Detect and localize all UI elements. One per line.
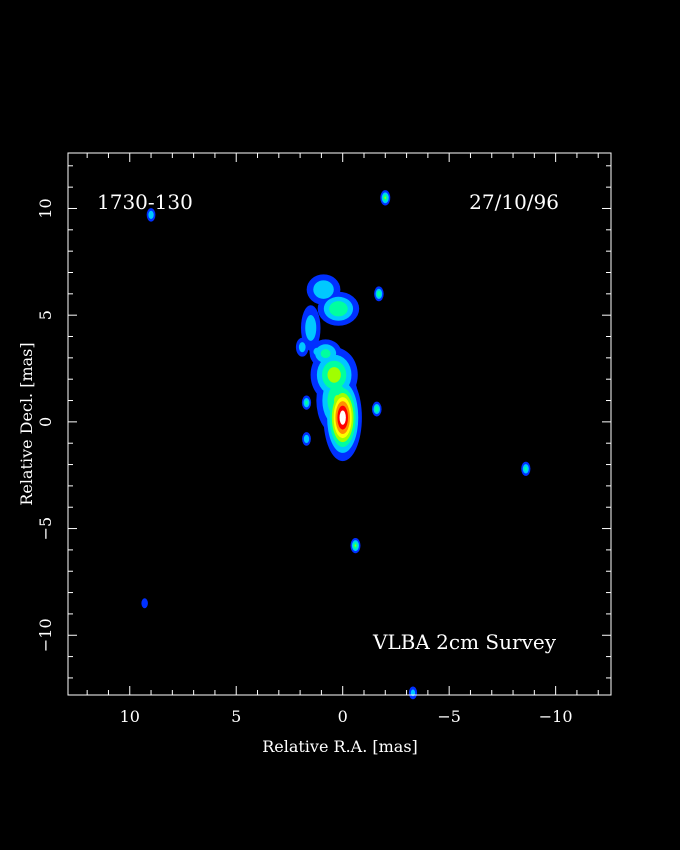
x-tick-label: 5 <box>231 707 241 726</box>
jet-component-6-band-1 <box>305 315 317 341</box>
noise-spot-1-band-3 <box>384 196 387 200</box>
source-name: 1730-130 <box>97 190 193 214</box>
plot-frame <box>67 152 612 696</box>
jet-component-2-band-2 <box>320 349 331 358</box>
y-tick-label: −5 <box>36 517 55 541</box>
jet-component-5-band-1 <box>313 280 334 299</box>
jet-component-8-band-1 <box>313 347 321 356</box>
x-tick-label: −5 <box>437 707 461 726</box>
jet-component-1-band-3 <box>327 367 341 383</box>
brightness-map <box>141 190 531 700</box>
x-tick-label: 10 <box>120 707 140 726</box>
jet-component-0-band-7 <box>339 410 346 425</box>
noise-spot-9-band-0 <box>141 598 148 609</box>
y-axis-label: Relative Decl. [mas] <box>17 342 36 505</box>
noise-spot-4-band-2 <box>305 400 308 405</box>
y-tick-label: 5 <box>36 310 55 320</box>
survey-label: VLBA 2cm Survey <box>372 630 557 654</box>
observation-date: 27/10/96 <box>469 190 559 214</box>
noise-spot-5-band-1 <box>303 434 310 444</box>
noise-spot-6-band-2 <box>524 466 528 472</box>
noise-spot-2-band-2 <box>376 290 381 297</box>
x-tick-label: −10 <box>539 707 573 726</box>
noise-spot-0-band-3 <box>354 544 357 547</box>
noise-spot-7-band-1 <box>148 210 154 219</box>
axis-ticks <box>68 153 611 695</box>
noise-spot-3-band-2 <box>374 406 379 413</box>
x-tick-label: 0 <box>338 707 348 726</box>
y-tick-label: 10 <box>36 198 55 218</box>
jet-component-7-band-1 <box>298 342 306 353</box>
y-tick-label: −10 <box>36 618 55 652</box>
y-tick-label: 0 <box>36 417 55 427</box>
axis-tick-labels: 10 5 0 −5 −10 10 5 0 −5 −10 <box>36 198 573 726</box>
x-axis-label: Relative R.A. [mas] <box>262 737 418 756</box>
jet-component-4-band-2 <box>329 301 348 317</box>
